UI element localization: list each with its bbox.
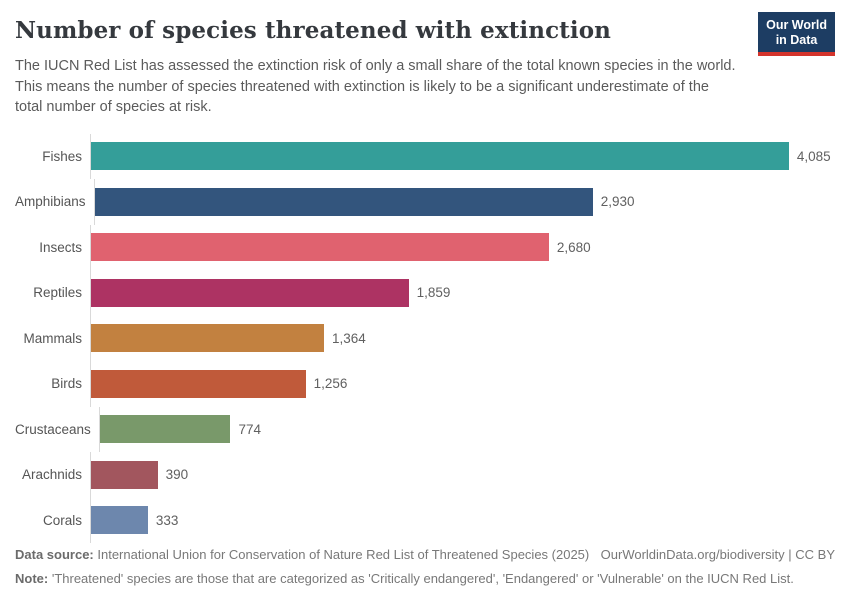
owid-license-link[interactable]: OurWorldinData.org/biodiversity | CC BY	[600, 547, 835, 563]
bar-track: 1,256	[90, 361, 835, 407]
header: Number of species threatened with extinc…	[15, 8, 835, 56]
bar-birds[interactable]	[91, 369, 306, 398]
category-label: Mammals	[23, 330, 82, 346]
bar-crustaceans[interactable]	[99, 415, 231, 444]
value-label: 1,256	[313, 376, 348, 392]
value-label: 4,085	[796, 148, 831, 164]
bar-row-corals: Corals 333	[15, 497, 835, 544]
bar-corals[interactable]	[91, 506, 148, 535]
value-label: 2,930	[600, 194, 635, 210]
data-source: Data source: International Union for Con…	[15, 543, 589, 566]
data-source-label: Data source:	[15, 547, 94, 563]
logo-line-1: Our World	[766, 18, 827, 32]
category-label: Amphibians	[15, 194, 86, 210]
value-label: 390	[165, 467, 189, 483]
category-label: Corals	[42, 512, 82, 528]
bar-track: 333	[90, 497, 835, 544]
category-label: Arachnids	[21, 467, 82, 483]
category-label: Reptiles	[33, 285, 82, 301]
bar-track: 1,364	[90, 315, 835, 362]
bar-mammals[interactable]	[91, 324, 325, 353]
bar-reptiles[interactable]	[91, 278, 409, 307]
bar-amphibians[interactable]	[94, 187, 593, 216]
value-label: 1,859	[416, 285, 451, 301]
bar-chart: Fishes 4,085 Amphibians 2,930 Insects 2,680 Re…	[15, 133, 835, 544]
bar-row-fishes: Fishes 4,085	[15, 133, 835, 180]
bar-fishes[interactable]	[91, 142, 789, 171]
bar-row-reptiles: Reptiles 1,859	[15, 270, 835, 316]
bar-track: 2,680	[90, 224, 835, 271]
value-label: 1,364	[332, 330, 366, 346]
source-row: Data source: International Union for Con…	[15, 543, 835, 566]
bar-row-arachnids: Arachnids 390	[15, 452, 835, 498]
value-label: 774	[238, 421, 261, 437]
footer: Data source: International Union for Con…	[15, 543, 835, 590]
data-source-text: International Union for Conservation of …	[93, 547, 590, 563]
bar-row-mammals: Mammals 1,364	[15, 315, 835, 362]
value-label: 333	[155, 512, 179, 528]
bar-row-amphibians: Amphibians 2,930	[15, 179, 835, 225]
bar-row-birds: Birds 1,256	[15, 361, 835, 407]
note-row: Note: 'Threatened' species are those tha…	[15, 567, 835, 590]
bar-track: 4,085	[90, 133, 835, 180]
bar-track: 2,930	[93, 179, 835, 225]
bar-track: 1,859	[90, 270, 835, 316]
category-label: Insects	[39, 239, 82, 255]
value-label: 2,680	[556, 239, 591, 255]
bar-row-insects: Insects 2,680	[15, 224, 835, 271]
bar-arachnids[interactable]	[91, 460, 158, 489]
page-title: Number of species threatened with extinc…	[15, 17, 612, 44]
bar-track: 774	[98, 406, 835, 453]
logo-line-2: in Data	[775, 33, 818, 47]
bar-row-crustaceans: Crustaceans 774	[15, 406, 835, 453]
owid-logo[interactable]: Our World in Data	[758, 12, 835, 56]
bar-track: 390	[90, 452, 835, 498]
chart-subtitle: The IUCN Red List has assessed the extin…	[15, 58, 736, 116]
bar-insects[interactable]	[91, 233, 549, 262]
note-label: Note:	[15, 570, 49, 586]
category-label: Crustaceans	[15, 421, 91, 437]
note-text: 'Threatened' species are those that are …	[48, 570, 794, 586]
category-label: Fishes	[42, 148, 82, 164]
category-label: Birds	[51, 376, 82, 392]
